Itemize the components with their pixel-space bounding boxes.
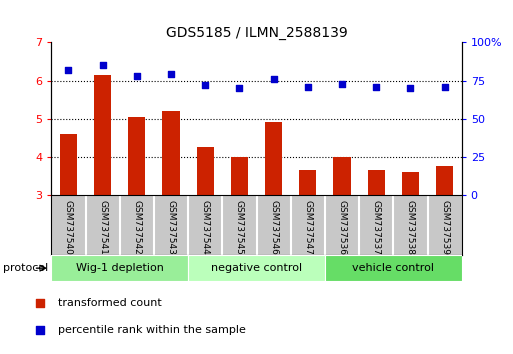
Text: GSM737544: GSM737544 bbox=[201, 200, 210, 254]
Bar bbox=[436, 166, 453, 195]
Bar bbox=[188, 255, 325, 281]
Bar bbox=[265, 122, 282, 195]
Text: transformed count: transformed count bbox=[58, 298, 162, 308]
Text: vehicle control: vehicle control bbox=[352, 263, 435, 273]
Point bbox=[269, 76, 278, 82]
Point bbox=[338, 81, 346, 86]
Text: protocol: protocol bbox=[3, 263, 48, 273]
Text: GSM737546: GSM737546 bbox=[269, 200, 278, 255]
Point bbox=[64, 67, 72, 73]
Point bbox=[35, 301, 44, 306]
Bar bbox=[402, 172, 419, 195]
Text: GSM737543: GSM737543 bbox=[167, 200, 175, 255]
Text: GSM737539: GSM737539 bbox=[440, 200, 449, 255]
Text: GSM737542: GSM737542 bbox=[132, 200, 141, 254]
Point bbox=[406, 85, 415, 91]
Text: GSM737536: GSM737536 bbox=[338, 200, 346, 255]
Text: GSM737541: GSM737541 bbox=[98, 200, 107, 255]
Bar bbox=[333, 156, 350, 195]
Text: GSM737547: GSM737547 bbox=[303, 200, 312, 255]
Title: GDS5185 / ILMN_2588139: GDS5185 / ILMN_2588139 bbox=[166, 26, 347, 40]
Point bbox=[35, 327, 44, 333]
Bar bbox=[231, 156, 248, 195]
Bar bbox=[163, 111, 180, 195]
Point bbox=[441, 84, 449, 90]
Point bbox=[167, 72, 175, 77]
Point bbox=[201, 82, 209, 88]
Text: GSM737537: GSM737537 bbox=[372, 200, 381, 255]
Text: GSM737540: GSM737540 bbox=[64, 200, 73, 255]
Point bbox=[98, 62, 107, 68]
Bar bbox=[299, 170, 317, 195]
Bar bbox=[368, 170, 385, 195]
Text: percentile rank within the sample: percentile rank within the sample bbox=[58, 325, 246, 335]
Point bbox=[133, 73, 141, 79]
Point bbox=[235, 85, 244, 91]
Bar bbox=[196, 147, 214, 195]
Bar bbox=[128, 117, 145, 195]
Text: Wig-1 depletion: Wig-1 depletion bbox=[76, 263, 164, 273]
Text: negative control: negative control bbox=[211, 263, 302, 273]
Bar bbox=[325, 255, 462, 281]
Bar bbox=[51, 255, 188, 281]
Bar bbox=[94, 75, 111, 195]
Bar bbox=[60, 134, 77, 195]
Point bbox=[372, 84, 380, 90]
Point bbox=[304, 84, 312, 90]
Text: GSM737538: GSM737538 bbox=[406, 200, 415, 255]
Text: GSM737545: GSM737545 bbox=[235, 200, 244, 255]
